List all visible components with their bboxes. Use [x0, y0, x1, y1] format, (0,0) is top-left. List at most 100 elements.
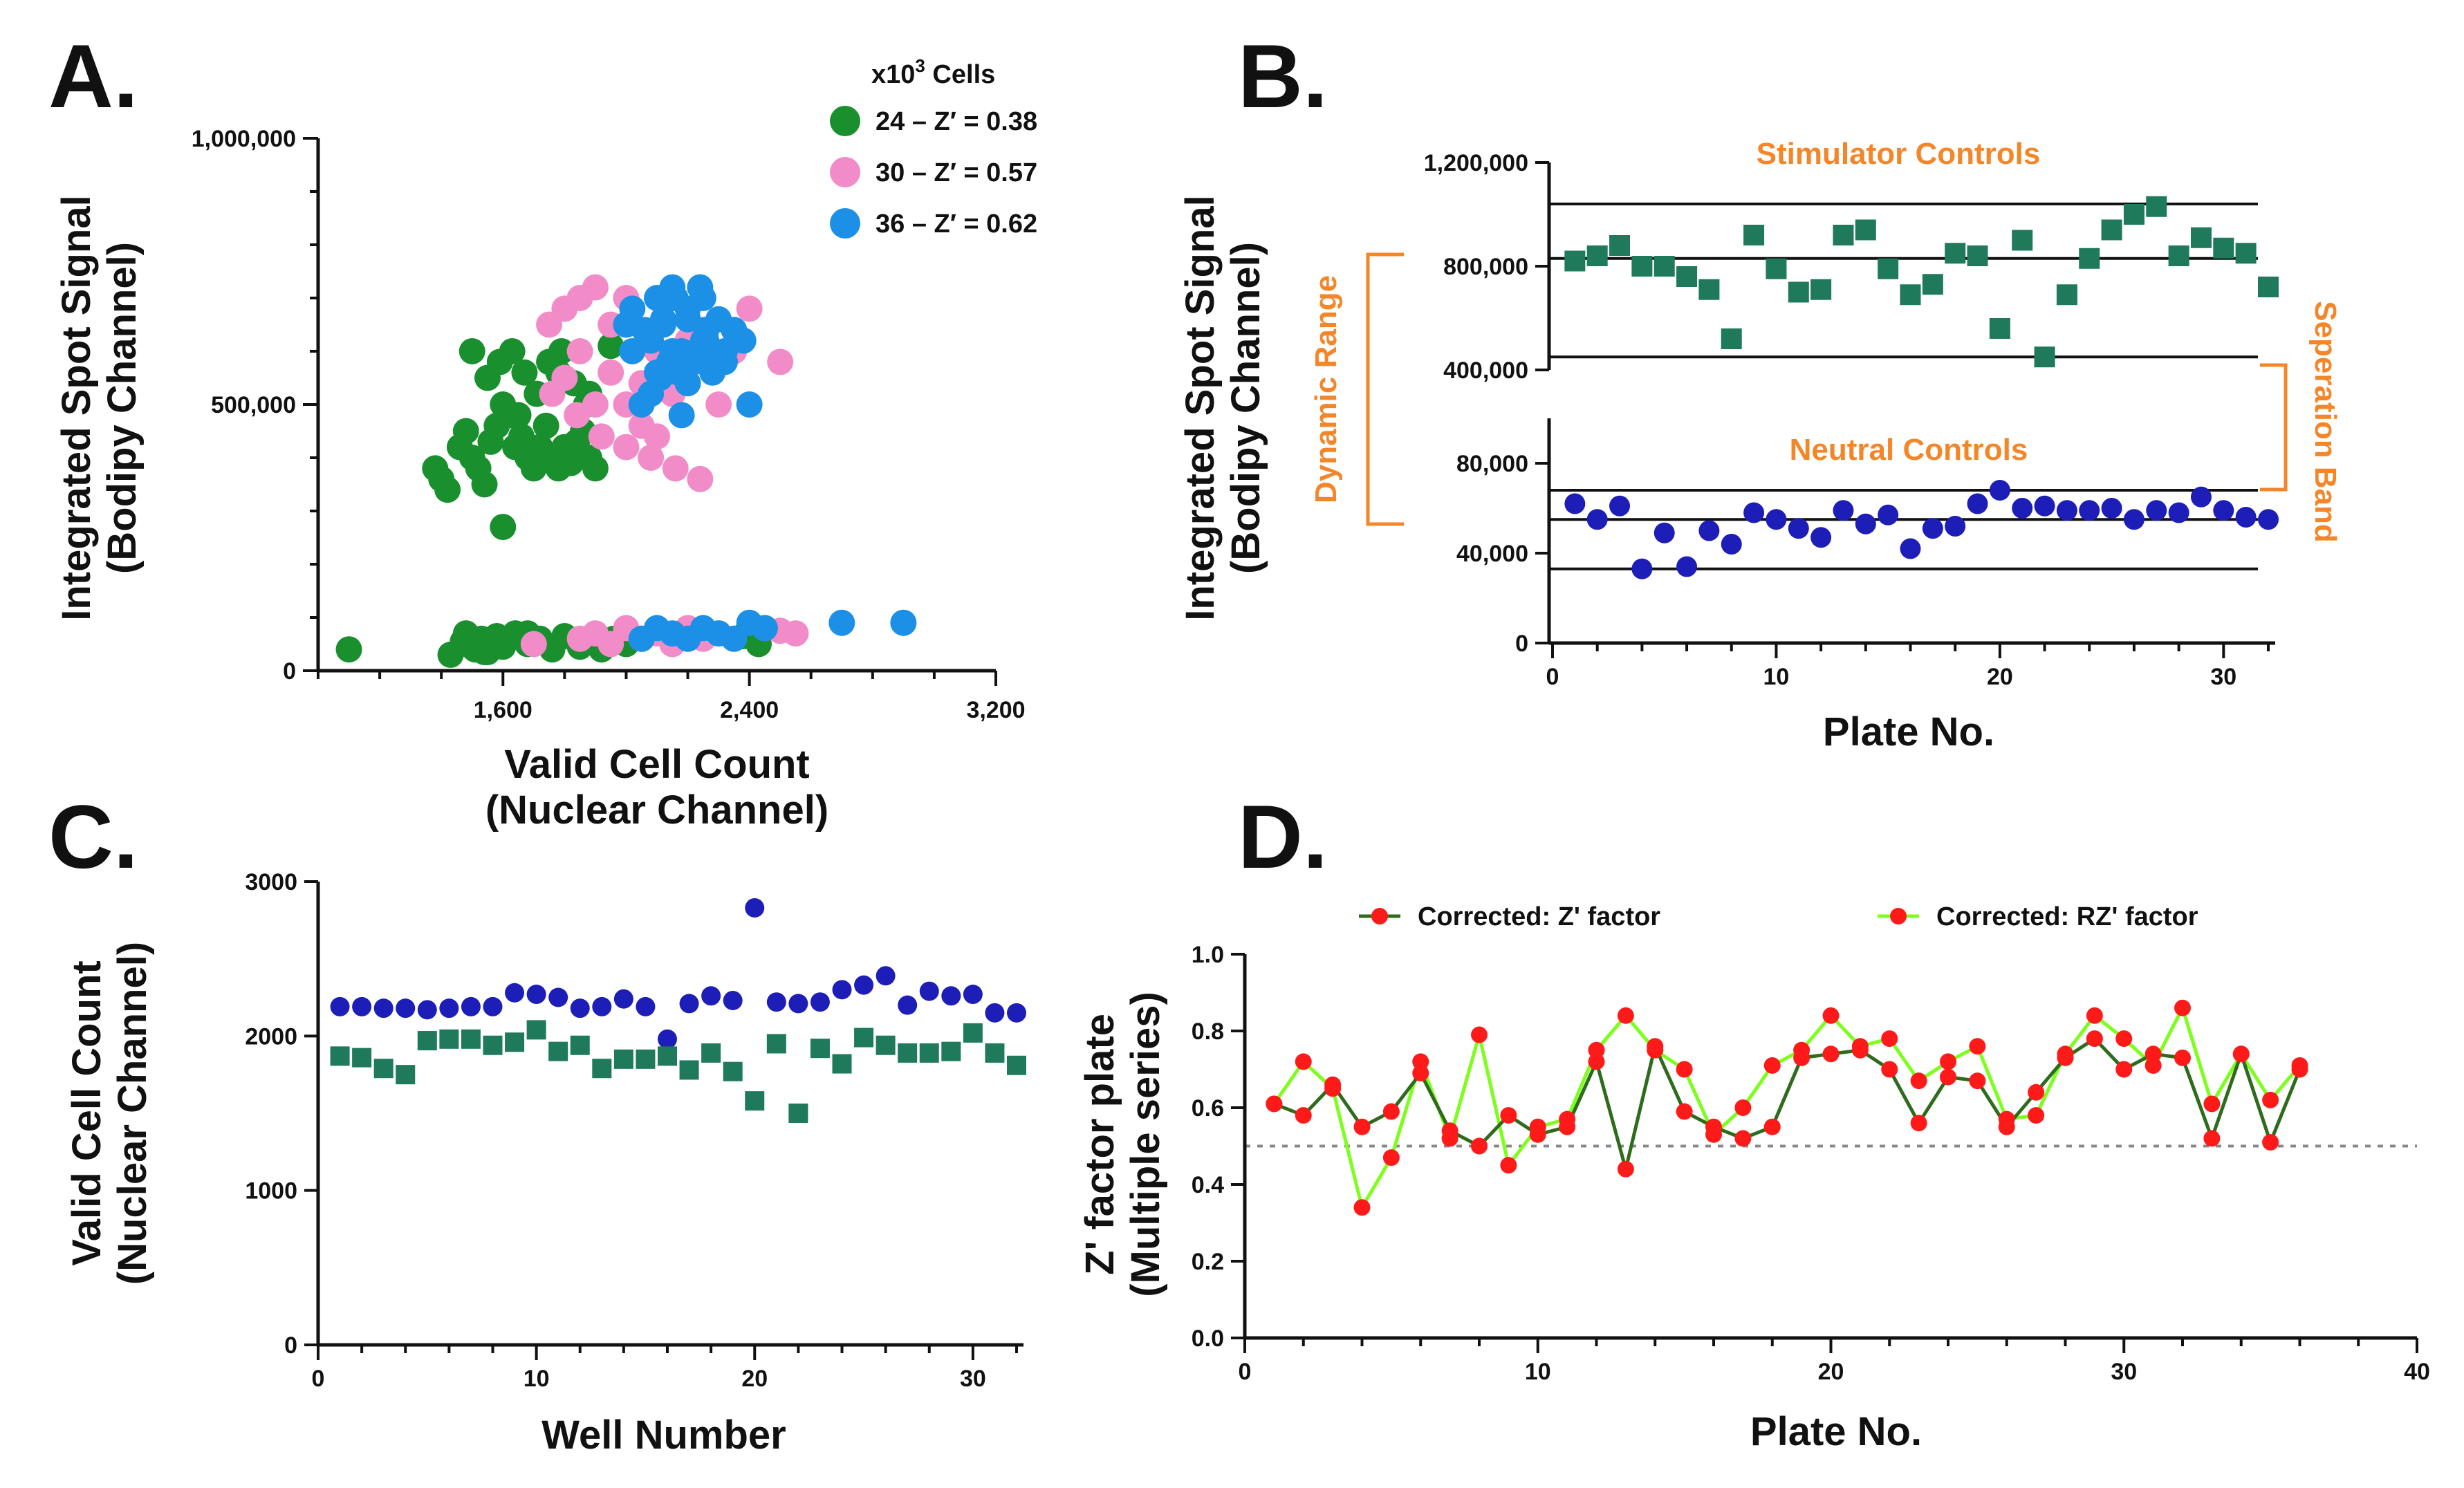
point-d-s0 [1822, 1045, 1840, 1063]
x-axis-title-line: Well Number [541, 1413, 786, 1458]
point-d-s1 [1763, 1057, 1781, 1074]
point-c-square [613, 1049, 633, 1069]
point-a-s2 [644, 359, 670, 386]
point-stimulator [2079, 248, 2100, 269]
point-stimulator [2258, 277, 2279, 297]
point-c-square [396, 1065, 416, 1085]
y-axis-title-line: (Nuclear Channel) [110, 942, 155, 1285]
point-d-s1 [1500, 1157, 1517, 1174]
point-d-s1 [1471, 1026, 1488, 1043]
point-a-s2 [662, 285, 689, 311]
x-tick-label: 0 [1239, 1359, 1252, 1385]
y-tick-label: 2000 [245, 1023, 297, 1050]
x-tick-label: 0 [312, 1366, 325, 1392]
y-tick-label: 0.0 [1192, 1326, 1224, 1352]
point-neutral [1721, 534, 1742, 555]
point-c-square [679, 1060, 699, 1080]
point-c-square [352, 1048, 372, 1068]
point-c-circle [723, 990, 743, 1010]
point-d-s0 [1969, 1072, 1986, 1090]
x-axis-title: Plate No. [1823, 709, 1994, 754]
annotation-dynamic-range: Dynamic Range [1309, 275, 1343, 503]
point-c-circle [592, 996, 612, 1016]
point-stimulator [1788, 281, 1809, 303]
point-d-s0 [2028, 1084, 2045, 1101]
point-c-square [745, 1091, 765, 1111]
y-tick-label: 0.8 [1192, 1019, 1224, 1045]
point-neutral [1564, 493, 1586, 514]
point-c-square [985, 1043, 1005, 1063]
legend-title: x103 Cells [871, 55, 995, 89]
point-d-s1 [2291, 1057, 2308, 1074]
point-a-s1 [598, 359, 624, 386]
x-tick-label: 2,400 [720, 697, 779, 723]
point-d-s0 [2262, 1133, 2279, 1151]
point-neutral [2012, 498, 2033, 519]
y-axis-title-line: (Bodipy Channel) [100, 242, 145, 574]
point-a-s0 [471, 471, 498, 498]
point-neutral [2034, 495, 2055, 517]
point-stimulator [1676, 266, 1698, 287]
point-c-circle [658, 1029, 677, 1049]
point-d-s1 [2028, 1107, 2045, 1124]
point-c-circle [701, 986, 721, 1006]
point-c-circle [679, 994, 699, 1014]
separation-band-bracket [2260, 363, 2288, 492]
point-neutral [1766, 509, 1787, 530]
point-c-square [658, 1046, 677, 1066]
point-c-square [876, 1035, 896, 1055]
point-d-s1 [2115, 1030, 2133, 1048]
point-stimulator [2168, 245, 2189, 266]
point-a-s1 [564, 402, 591, 429]
point-neutral [2101, 498, 2122, 519]
y-tick-label: 0.2 [1192, 1249, 1224, 1275]
point-a-s2 [751, 615, 778, 642]
point-c-square [919, 1043, 939, 1063]
point-neutral [1676, 556, 1698, 577]
y-tick-label: 80,000 [1456, 451, 1528, 477]
point-neutral [1922, 518, 1943, 539]
y-tick-label: 500,000 [211, 392, 296, 418]
point-d-s1 [2232, 1045, 2250, 1063]
y-axis-title-line: Integrated Spot Signal [54, 195, 99, 621]
point-a-s1 [582, 274, 609, 301]
point-c-circle [985, 1003, 1005, 1023]
x-tick-label: 30 [960, 1366, 986, 1392]
point-neutral [1989, 480, 2010, 501]
point-d-s0 [1412, 1065, 1429, 1082]
point-d-s0 [1910, 1115, 1927, 1132]
panel-b-label: B. [1238, 26, 1328, 127]
point-d-s1 [2203, 1095, 2221, 1113]
point-neutral [1967, 493, 1988, 514]
point-a-s2 [619, 295, 646, 322]
x-axis-title-line: Plate No. [1750, 1409, 1922, 1454]
panel-a: A. 0 500,000 1,000,000 1,600 2,400 3,200 Integ… [48, 26, 1037, 833]
point-c-square [373, 1059, 393, 1079]
point-neutral [2213, 500, 2234, 521]
point-c-square [941, 1041, 961, 1061]
point-stimulator [1989, 318, 2010, 339]
point-d-s1 [2174, 999, 2191, 1016]
y-tick-label: 3000 [245, 869, 297, 895]
dynamic-range-bracket [1366, 252, 1404, 526]
panel-d-plot: 0.0 0.2 0.4 0.6 0.8 1.0 0 10 20 30 40 Z' factor pla… [1077, 902, 2430, 1454]
point-a-s0 [548, 338, 575, 364]
point-stimulator [2056, 284, 2077, 306]
y-axis-title-line: Z' factor plate [1077, 1014, 1122, 1275]
point-d-s1 [1851, 1038, 1869, 1055]
point-d-s1 [2086, 1007, 2103, 1024]
point-neutral [1631, 558, 1653, 579]
point-d-s1 [2145, 1057, 2162, 1074]
point-stimulator [2146, 196, 2167, 217]
point-a-s1 [566, 338, 593, 364]
point-neutral [2079, 500, 2100, 521]
point-a-s0 [532, 412, 559, 439]
point-a-s1 [644, 423, 670, 450]
x-tick-label: 10 [1763, 664, 1790, 690]
panel-d-label: D. [1238, 786, 1328, 887]
point-d-s0 [1353, 1118, 1371, 1135]
point-c-circle [613, 989, 633, 1009]
point-d-s0 [1382, 1103, 1400, 1120]
point-c-circle [898, 995, 918, 1015]
